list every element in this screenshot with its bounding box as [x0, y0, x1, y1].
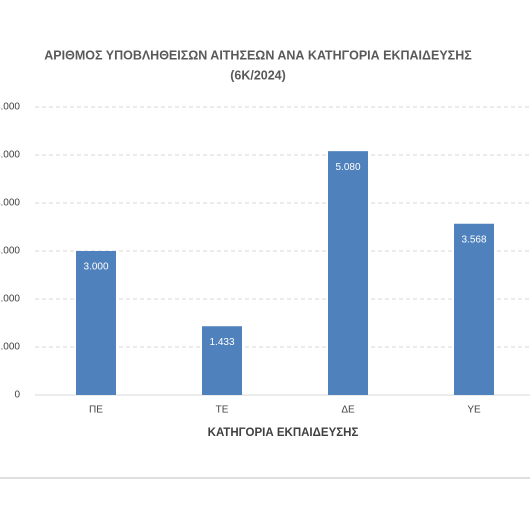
- x-tick-label: ΥΕ: [467, 405, 481, 416]
- chart-subtitle: (6Κ/2024): [230, 68, 286, 82]
- y-tick-label: 5.000: [0, 150, 20, 161]
- y-tick-label: 0: [14, 390, 20, 401]
- value-label: 5.080: [335, 162, 360, 173]
- value-label: 3.000: [83, 262, 108, 273]
- y-tick-label: 6.000: [0, 102, 20, 113]
- x-tick-label: ΔΕ: [341, 405, 355, 416]
- y-tick-label: 3.000: [0, 246, 20, 257]
- chart-title: ΑΡΙΘΜΟΣ ΥΠΟΒΛΗΘΕΙΣΩΝ ΑΙΤΗΣΕΩΝ ΑΝΑ ΚΑΤΗΓΟ…: [44, 48, 472, 62]
- y-tick-label: 1.000: [0, 342, 20, 353]
- x-tick-label: ΤΕ: [216, 405, 229, 416]
- bar: [76, 251, 116, 395]
- y-tick-label: 2.000: [0, 294, 20, 305]
- x-axis-label: ΚΑΤΗΓΟΡΙΑ ΕΚΠΑΙΔΕΥΣΗΣ: [208, 427, 359, 439]
- x-tick-label: ΠΕ: [89, 405, 103, 416]
- y-tick-label: 4.000: [0, 198, 20, 209]
- value-label: 3.568: [461, 234, 486, 245]
- bar: [328, 151, 368, 395]
- bar: [454, 223, 494, 395]
- value-label: 1.433: [209, 337, 234, 348]
- bar: [202, 326, 242, 395]
